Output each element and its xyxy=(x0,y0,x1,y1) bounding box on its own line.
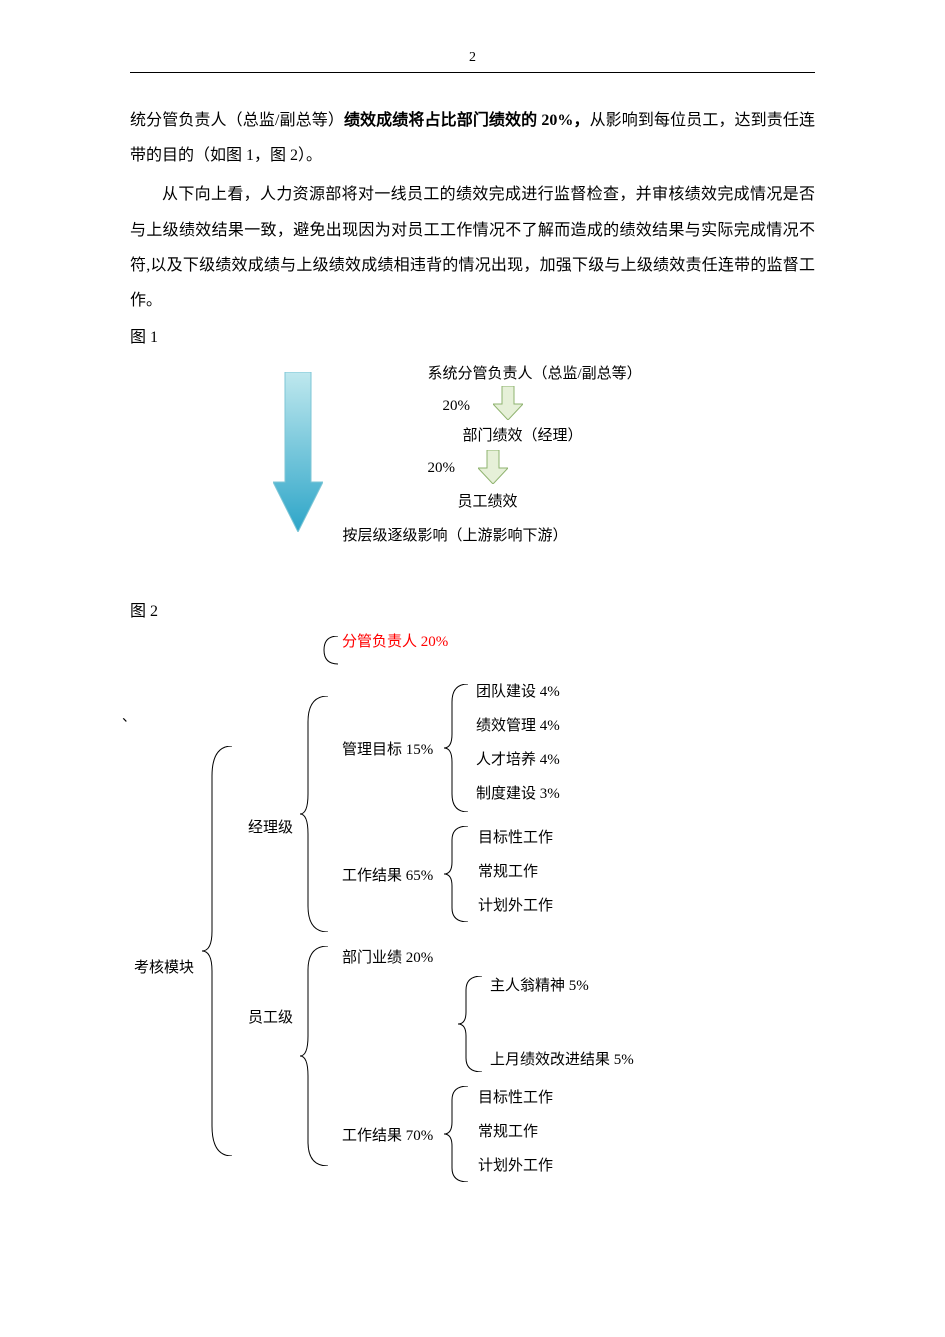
small-arrow-2-icon xyxy=(478,450,508,484)
fig1-level1: 系统分管负责人（总监/副总等） xyxy=(428,362,642,383)
fig2-staff-mid-1: 上月绩效改进结果 5% xyxy=(490,1048,634,1069)
fig2-staff-res-2: 计划外工作 xyxy=(478,1154,553,1175)
document-page: 2 统分管负责人（总监/副总等）绩效成绩将占比部门绩效的 20%，从影响到每位员… xyxy=(0,0,945,1296)
fig2-mg-goal-1: 绩效管理 4% xyxy=(476,714,560,735)
fig1-level3: 员工绩效 xyxy=(458,490,518,511)
fig2-mg-res-0: 目标性工作 xyxy=(478,826,553,847)
fig1-caption: 按层级逐级影响（上游影响下游） xyxy=(343,524,568,545)
big-down-arrow-icon xyxy=(273,372,323,532)
fig2-mg-goal-2: 人才培养 4% xyxy=(476,748,560,769)
brace-top-hook-icon xyxy=(320,636,342,666)
fig2-mg-result: 工作结果 65% xyxy=(342,864,433,885)
brace-root-icon xyxy=(202,746,242,1156)
fig2-mg-goal-3: 制度建设 3% xyxy=(476,782,560,803)
p1-a: 统分管负责人（总监/副总等） xyxy=(130,112,344,129)
fig2-root: 考核模块 xyxy=(134,956,194,977)
fig2-manager: 经理级 xyxy=(248,816,293,837)
fig2-staff-res-0: 目标性工作 xyxy=(478,1086,553,1107)
fig1-pct1: 20% xyxy=(443,398,471,415)
fig2-staff-res-1: 常规工作 xyxy=(478,1120,538,1141)
page-number: 2 xyxy=(130,50,815,66)
figure-1-label: 图 1 xyxy=(130,322,815,354)
figure-1: 系统分管负责人（总监/副总等） 20% 部门绩效（经理） 20% 员工绩效 按层… xyxy=(203,362,743,592)
fig2-mg-goal-0: 团队建设 4% xyxy=(476,680,560,701)
fig2-staff: 员工级 xyxy=(248,1006,293,1027)
small-arrow-1-icon xyxy=(493,386,523,420)
fig2-staff-mid-0: 主人翁精神 5% xyxy=(490,974,589,995)
figure-2: 、 考核模块 分管负责人 20% 经理级 管理目标 15% 团队建设 4% 绩效… xyxy=(120,636,800,1236)
paragraph-2: 从下向上看，人力资源部将对一线员工的绩效完成进行监督检查，并审核绩效完成情况是否… xyxy=(130,177,815,318)
brace-staff-result-icon xyxy=(444,1086,474,1182)
fig2-mg-goal: 管理目标 15% xyxy=(342,738,433,759)
fig2-mg-res-2: 计划外工作 xyxy=(478,894,553,915)
fig2-tick: 、 xyxy=(122,706,136,726)
header-rule xyxy=(130,72,815,73)
paragraph-1: 统分管负责人（总监/副总等）绩效成绩将占比部门绩效的 20%，从影响到每位员工，… xyxy=(130,103,815,173)
brace-manager-icon xyxy=(300,696,336,932)
fig1-pct2: 20% xyxy=(428,460,456,477)
figure-2-label: 图 2 xyxy=(130,596,815,628)
fig2-mg-res-1: 常规工作 xyxy=(478,860,538,881)
fig2-staff-dept: 部门业绩 20% xyxy=(342,946,433,967)
p1-bold: 绩效成绩将占比部门绩效的 20%， xyxy=(344,112,590,129)
fig2-staff-result: 工作结果 70% xyxy=(342,1124,433,1145)
fig1-level2: 部门绩效（经理） xyxy=(463,424,583,445)
fig2-top-red: 分管负责人 20% xyxy=(342,630,448,651)
brace-mg-result-icon xyxy=(444,826,474,922)
brace-staff-mid-icon xyxy=(458,976,488,1072)
brace-staff-icon xyxy=(300,946,336,1166)
brace-mg-goal-icon xyxy=(444,684,474,812)
